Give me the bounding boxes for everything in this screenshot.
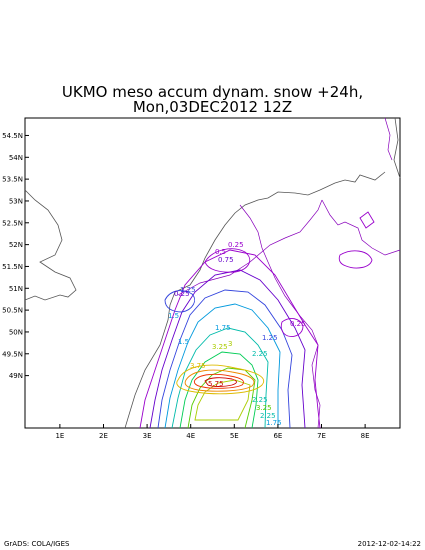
continent-coastline <box>169 171 386 306</box>
netherlands-border <box>321 199 401 256</box>
x-tick-label: 5E <box>230 432 239 440</box>
x-tick-label: 8E <box>361 432 370 440</box>
contour-label: 3.25 <box>212 343 228 351</box>
x-tick-label: 6E <box>273 432 282 440</box>
contour-label: 5.75 <box>208 380 224 388</box>
y-tick-label: 49.5N <box>2 350 23 358</box>
y-axis: 54.5N 54N 53.5N 53N 52.5N 52N 51.5N 51N 50.5N 50N… <box>2 132 29 380</box>
contour-label: 1.25 <box>180 286 196 294</box>
contour-label: 2.25 <box>260 412 276 420</box>
x-axis: 1E 2E 3E 4E 5E 6E 7E 8E <box>55 424 370 440</box>
contour-label: 3.75 <box>190 362 206 370</box>
contour-label: 0.25 <box>174 290 190 298</box>
contour-label: 0.5 <box>215 248 226 256</box>
contour-label: 1.5 <box>168 312 179 320</box>
contour-labels: 0.25 0.5 0.75 0.25 1.25 0.25 1.5 1.75 1.… <box>168 241 306 427</box>
contour-label: 3.25 <box>256 404 272 412</box>
y-tick-label: 49N <box>9 372 23 380</box>
denmark-coastline <box>393 117 401 179</box>
footer-grads-credit: GrADS: COLA/IGES <box>4 540 70 548</box>
contour-label: 1.5 <box>178 338 189 346</box>
snow-contours <box>139 211 375 429</box>
y-tick-label: 53.5N <box>2 176 23 184</box>
contour-label: 1.25 <box>262 334 278 342</box>
y-tick-label: 50N <box>9 328 23 336</box>
contour-label: 1.75 <box>215 324 231 332</box>
contour-label: 2.25 <box>252 350 268 358</box>
map-title-line1: UKMO meso accum dynam. snow +24h, <box>61 83 364 101</box>
belgium-border <box>177 199 323 296</box>
y-tick-label: 50.5N <box>2 307 23 315</box>
x-tick-label: 2E <box>99 432 108 440</box>
y-tick-label: 51N <box>9 285 23 293</box>
plot-frame <box>24 117 401 429</box>
y-tick-label: 53N <box>9 197 23 205</box>
germany-border <box>239 204 321 429</box>
contour-label: 0.25 <box>290 320 306 328</box>
y-tick-label: 52.5N <box>2 219 23 227</box>
x-tick-label: 4E <box>186 432 195 440</box>
england-coastline <box>24 189 77 301</box>
france-coastline <box>124 304 171 429</box>
x-tick-label: 7E <box>317 432 326 440</box>
map-title-line2: Mon,03DEC2012 12Z <box>132 98 293 116</box>
y-tick-label: 51.5N <box>2 263 23 271</box>
north-border <box>384 117 393 161</box>
contour-label: 2.25 <box>252 396 268 404</box>
contour-label: 0.25 <box>228 241 244 249</box>
y-tick-label: 54.5N <box>2 132 23 140</box>
x-tick-label: 1E <box>55 432 64 440</box>
y-tick-label: 54N <box>9 154 23 162</box>
contour-label: 0.75 <box>218 256 234 264</box>
footer-timestamp: 2012-12-02-14:22 <box>357 540 421 548</box>
x-tick-label: 3E <box>143 432 152 440</box>
y-tick-label: 52N <box>9 241 23 249</box>
contour-label: 1.75 <box>266 419 282 427</box>
contour-label: 3 <box>228 340 232 348</box>
